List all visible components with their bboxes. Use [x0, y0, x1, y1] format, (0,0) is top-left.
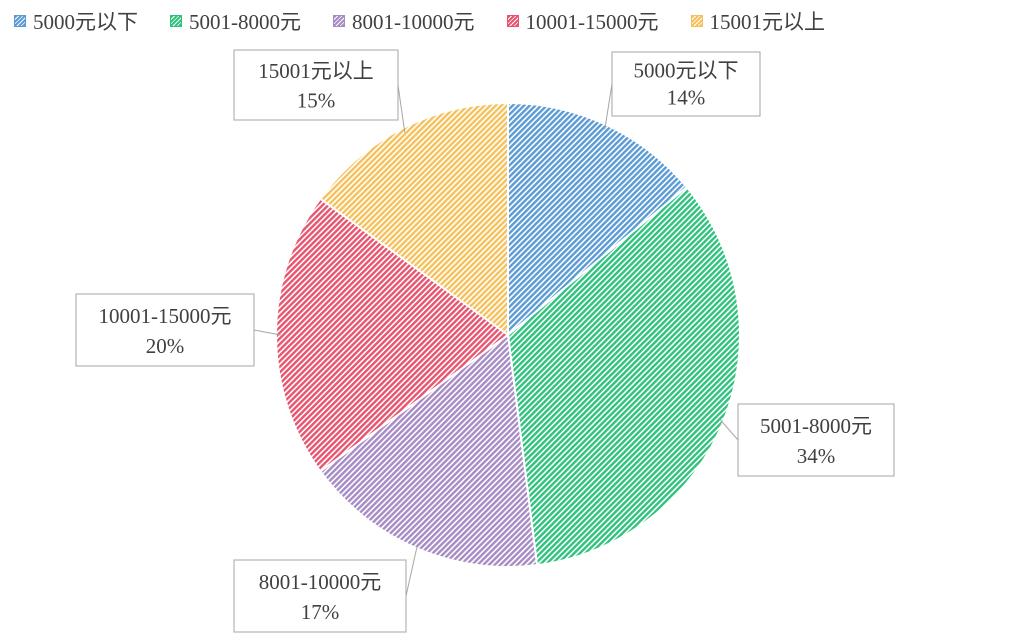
legend-swatch — [690, 15, 703, 27]
leader-line — [719, 418, 739, 441]
pie-slice-8001-10000 — [318, 333, 539, 568]
legend-item-2: 5001-8000元 — [170, 6, 301, 36]
pie-slice-10001-15000 — [275, 197, 510, 473]
legend-swatch — [333, 15, 345, 27]
data-label-box — [75, 293, 255, 367]
data-label-percent: 15% — [297, 88, 336, 112]
data-label-category: 5001-8000元 — [760, 414, 872, 438]
data-label-8001-10000: 8001-10000元 17% — [233, 559, 407, 633]
pie-slice-5001-8000 — [506, 185, 741, 567]
data-label-category: 10001-15000元 — [99, 304, 232, 328]
legend-label: 5001-8000元 — [189, 10, 301, 34]
data-label-box — [611, 51, 761, 117]
legend-item-4: 10001-15000元 — [506, 6, 659, 36]
legend-swatch — [506, 15, 519, 27]
data-label-10001-15000: 10001-15000元 20% — [75, 293, 255, 367]
pie-slice-15001 — [318, 101, 509, 337]
leader-line — [604, 83, 613, 130]
data-label-percent: 20% — [146, 334, 185, 358]
legend-swatch — [170, 15, 182, 27]
data-label-15001: 15001元以上 15% — [233, 49, 399, 121]
data-label-category: 8001-10000元 — [259, 570, 382, 594]
data-label-box — [233, 559, 407, 633]
leader-line — [397, 84, 406, 133]
chart-legend: 5000元以下 5001-8000元 8001-10000元 10001-15000元… — [14, 6, 857, 36]
data-label-category: 5000元以下 — [634, 59, 739, 83]
legend-label: 15001元以上 — [709, 10, 826, 34]
pie-slice-5000 — [507, 101, 689, 338]
data-label-category: 15001元以上 — [258, 59, 374, 83]
legend-label: 10001-15000元 — [525, 10, 659, 34]
leader-line — [405, 543, 419, 597]
legend-label: 5000元以下 — [33, 10, 138, 34]
leader-line — [253, 329, 281, 336]
legend-swatch — [14, 15, 26, 27]
data-label-percent: 14% — [667, 85, 706, 109]
data-label-percent: 17% — [301, 600, 340, 624]
legend-label: 8001-10000元 — [352, 10, 475, 34]
data-label-box — [737, 403, 895, 477]
legend-item-5: 15001元以上 — [690, 6, 826, 36]
data-label-box — [233, 49, 399, 121]
legend-item-3: 8001-10000元 — [333, 6, 475, 36]
data-label-percent: 34% — [797, 444, 836, 468]
data-label-5001-8000: 5001-8000元 34% — [737, 403, 895, 477]
legend-item-1: 5000元以下 — [14, 6, 138, 36]
